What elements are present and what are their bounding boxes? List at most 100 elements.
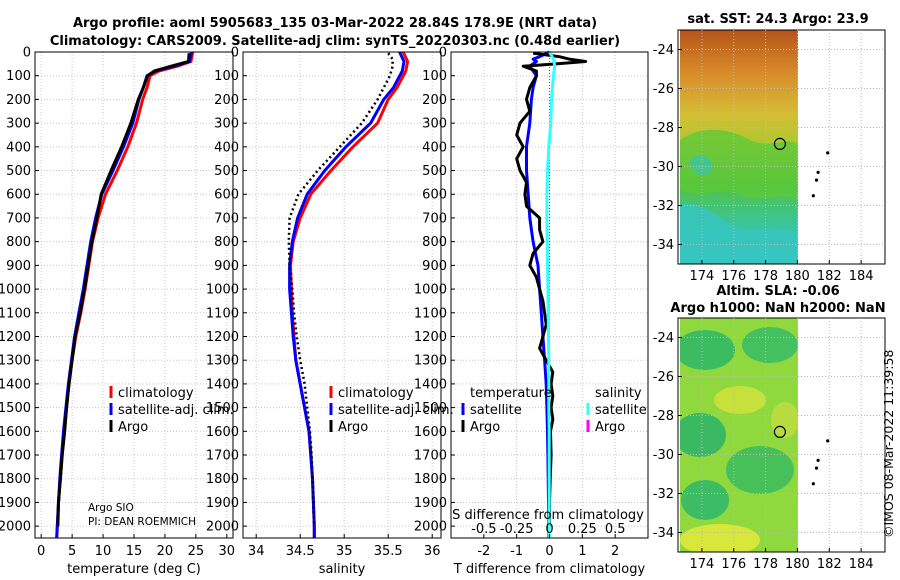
map-y-tick-label: -26 <box>653 82 674 97</box>
map-y-tick-label: -34 <box>653 238 674 253</box>
island-marker <box>816 170 820 174</box>
y-tick-label: 800 <box>6 235 31 250</box>
legend-label-satellite: satellite-adj. clim. <box>118 403 234 418</box>
legend-label-climatology: climatology <box>118 386 194 401</box>
y-tick-label: 500 <box>6 164 31 179</box>
island-marker <box>816 458 820 462</box>
map-y-tick-label: -32 <box>653 199 674 214</box>
y-tick-label: 900 <box>422 259 447 274</box>
y-tick-label: 1800 <box>0 472 31 487</box>
sla-map-title-line2: Argo h1000: NaN h2000: NaN <box>670 301 885 316</box>
y-tick-label: 1800 <box>414 472 447 487</box>
salinity-difference-xlabel: S difference from climatology <box>452 508 644 523</box>
y-tick-label: 700 <box>6 211 31 226</box>
map-x-tick-label: 178 <box>753 557 778 572</box>
map-x-tick-label: 178 <box>753 269 778 284</box>
y-tick-label: 1100 <box>0 306 31 321</box>
legend-title-temperature: temperature <box>470 386 552 401</box>
map-x-tick-label: 176 <box>721 557 746 572</box>
legend-label-s-argo: Argo <box>595 420 625 435</box>
y-tick-label: 1600 <box>414 425 447 440</box>
series-line-climatology <box>55 51 195 539</box>
salinity-diff-tick-label: 0.5 <box>605 522 626 537</box>
y-tick-label: 400 <box>6 140 31 155</box>
y-tick-label: 1500 <box>414 401 447 416</box>
y-tick-label: 1000 <box>414 283 447 298</box>
y-tick-label: 1000 <box>206 283 239 298</box>
figure-title-line1: Argo profile: aoml 5905683_135 03-Mar-20… <box>73 16 597 31</box>
x-tick-label: 0 <box>545 544 553 559</box>
y-tick-label: 100 <box>214 69 239 84</box>
figure-title-line2: Climatology: CARS2009. Satellite-adj cli… <box>50 34 620 49</box>
y-tick-label: 1300 <box>414 354 447 369</box>
map-y-tick-label: -24 <box>653 43 674 58</box>
temperature-panel: 0 5 10 15 20 25 30 temperature (deg C) 0 100 200 30… <box>0 46 235 578</box>
x-tick-label: 10 <box>95 544 112 559</box>
island-marker <box>814 466 819 470</box>
y-tick-label: 1800 <box>206 472 239 487</box>
y-tick-label: 1500 <box>0 401 31 416</box>
y-tick-label: 700 <box>214 211 239 226</box>
island-marker <box>811 482 815 486</box>
y-tick-label: 300 <box>214 117 239 132</box>
sla-anomaly-low <box>681 480 729 520</box>
x-tick-label: 5 <box>68 544 76 559</box>
map-x-tick-label: 174 <box>689 269 714 284</box>
y-tick-label: 200 <box>214 93 239 108</box>
argo-position-marker <box>773 425 787 438</box>
pi-institution: Argo SIO <box>88 502 134 514</box>
y-tick-label: 1300 <box>0 354 31 369</box>
x-tick-label: 0 <box>37 544 45 559</box>
legend-title-salinity: salinity <box>595 386 642 401</box>
argo-position-marker <box>773 137 787 150</box>
island-marker <box>814 178 819 182</box>
sst-map-overlay: 174 176 178 180 182 184 -24 -26 -28 -30 -32 -34 <box>653 30 885 284</box>
legend-label-argo: Argo <box>118 420 148 435</box>
salinity-legend: climatology satellite-adj. clim. Argo <box>329 386 454 435</box>
sst-map-title: sat. SST: 24.3 Argo: 23.9 <box>687 12 868 27</box>
x-tick-label: -1 <box>510 544 523 559</box>
y-tick-label: 100 <box>6 69 31 84</box>
sla-map-frame <box>677 317 886 553</box>
map-x-tick-label: 174 <box>689 557 714 572</box>
x-tick-label: 20 <box>157 544 174 559</box>
y-tick-label: 0 <box>439 46 447 61</box>
y-tick-label: 1400 <box>206 377 239 392</box>
y-tick-label: 600 <box>214 188 239 203</box>
y-tick-label: 2000 <box>414 520 447 535</box>
y-tick-label: 1700 <box>414 449 447 464</box>
series-line-salinity-satellite <box>545 51 557 538</box>
x-tick-label: -2 <box>477 544 490 559</box>
pi-name: PI: DEAN ROEMMICH <box>88 516 196 528</box>
map-y-tick-label: -26 <box>653 370 674 385</box>
y-tick-label: 900 <box>6 259 31 274</box>
map-y-tick-label: -30 <box>653 160 674 175</box>
x-tick-label: 25 <box>188 544 205 559</box>
legend-label-argo: Argo <box>338 420 368 435</box>
legend-label-climatology: climatology <box>338 386 414 401</box>
sla-anomaly-high <box>771 402 798 438</box>
island-marker <box>811 194 815 198</box>
x-tick-label: 2 <box>611 544 619 559</box>
map-x-tick-label: 184 <box>849 269 874 284</box>
y-tick-label: 0 <box>23 46 31 61</box>
map-y-tick-label: -28 <box>653 121 674 136</box>
x-tick-label: 35 <box>336 544 353 559</box>
y-tick-label: 700 <box>422 211 447 226</box>
y-tick-label: 1000 <box>0 283 31 298</box>
imos-credit: ©IMOS 08-Mar-2022 11:39:58 <box>881 350 896 538</box>
sla-anomaly-low <box>742 327 798 363</box>
x-tick-label: 34.5 <box>286 544 315 559</box>
series-line-satellite-adj-clim- <box>55 51 193 539</box>
series-line-argo <box>56 53 191 527</box>
y-tick-label: 500 <box>422 164 447 179</box>
x-axis-label: salinity <box>319 562 366 577</box>
map-x-tick-label: 184 <box>849 557 874 572</box>
y-tick-label: 800 <box>214 235 239 250</box>
sst-warm-patch <box>680 129 798 200</box>
y-tick-label: 300 <box>422 117 447 132</box>
map-x-tick-label: 176 <box>721 269 746 284</box>
y-tick-label: 1400 <box>0 377 31 392</box>
y-tick-label: 2000 <box>206 520 239 535</box>
